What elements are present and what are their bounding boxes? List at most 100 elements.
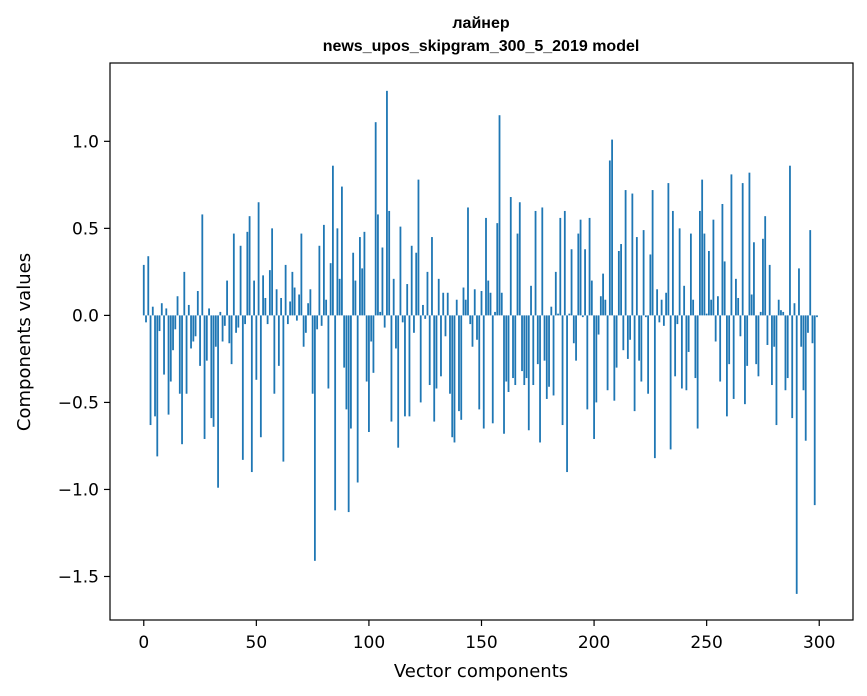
bar (149, 315, 152, 426)
bar (404, 315, 406, 417)
bar (753, 242, 755, 316)
bar (379, 311, 382, 316)
bar (723, 261, 726, 316)
bar (304, 315, 307, 333)
bar (755, 315, 758, 365)
bar (464, 299, 467, 316)
bar (791, 315, 794, 419)
bar (347, 315, 350, 513)
bar (494, 311, 496, 316)
bar (577, 233, 580, 316)
bar (437, 278, 440, 316)
bar (710, 299, 713, 316)
bar (282, 315, 285, 462)
bar (795, 315, 798, 594)
bar (165, 308, 168, 316)
bar (498, 115, 501, 316)
bar (399, 226, 402, 316)
bar (811, 315, 814, 344)
bar (660, 299, 663, 316)
bar (744, 315, 746, 405)
bar (658, 315, 661, 323)
bar (196, 291, 199, 316)
bar (500, 292, 503, 316)
bar (167, 315, 170, 415)
bar (491, 315, 494, 424)
bar (156, 315, 159, 457)
bar (205, 315, 208, 361)
bar (692, 299, 695, 316)
bar (534, 210, 537, 316)
bar (496, 223, 499, 316)
bar (163, 315, 165, 375)
bar (624, 190, 627, 316)
bar (212, 315, 215, 427)
bar (174, 315, 177, 330)
bar (777, 299, 780, 316)
bar (726, 315, 728, 417)
bar (705, 313, 708, 316)
bar (397, 315, 400, 448)
bar (370, 315, 373, 342)
bar (606, 315, 609, 391)
bar (717, 296, 719, 316)
bar (194, 315, 197, 337)
bar (334, 315, 337, 511)
bar (669, 315, 672, 450)
bar (268, 270, 271, 316)
bar (232, 233, 235, 316)
bar (507, 315, 510, 392)
bar (512, 315, 514, 379)
y-tick-label: −0.5 (58, 393, 99, 413)
bar (590, 280, 593, 316)
bar (311, 315, 314, 394)
bar (651, 190, 654, 316)
bar (676, 315, 679, 325)
bar (219, 311, 222, 316)
bar (271, 228, 274, 316)
bar (615, 315, 618, 368)
bar (662, 315, 665, 326)
bar (422, 304, 424, 316)
bar (178, 315, 181, 394)
bar (665, 292, 668, 316)
bar (208, 308, 210, 316)
bar (536, 315, 539, 365)
bar (566, 315, 568, 473)
bar (631, 193, 634, 316)
bar (433, 315, 436, 422)
bar (462, 287, 465, 316)
x-tick-label: 50 (246, 633, 268, 653)
bar (377, 214, 379, 316)
bar (617, 250, 620, 316)
bar (626, 315, 629, 359)
bar (455, 299, 458, 316)
bar (505, 315, 508, 382)
bar (381, 247, 384, 316)
bar (487, 280, 490, 316)
bar (588, 217, 591, 316)
bar (241, 315, 244, 460)
bar (647, 315, 650, 394)
bar (210, 315, 213, 419)
bar (719, 315, 722, 382)
bar (638, 315, 641, 361)
bar (737, 297, 740, 316)
bar (280, 297, 283, 316)
bar (503, 315, 505, 434)
bar (800, 315, 803, 347)
bar (248, 216, 251, 316)
x-tick-label: 300 (803, 633, 835, 653)
bar (482, 315, 485, 429)
bar (273, 315, 276, 394)
bar (406, 284, 409, 316)
bar (730, 174, 733, 316)
bar (158, 315, 161, 332)
bar (667, 183, 670, 316)
x-axis-ticks: 0 50 100 150 200 250 300 (138, 620, 835, 653)
bar (597, 315, 600, 335)
x-tick-label: 200 (578, 633, 610, 653)
bar (644, 315, 647, 318)
bar (620, 244, 622, 316)
